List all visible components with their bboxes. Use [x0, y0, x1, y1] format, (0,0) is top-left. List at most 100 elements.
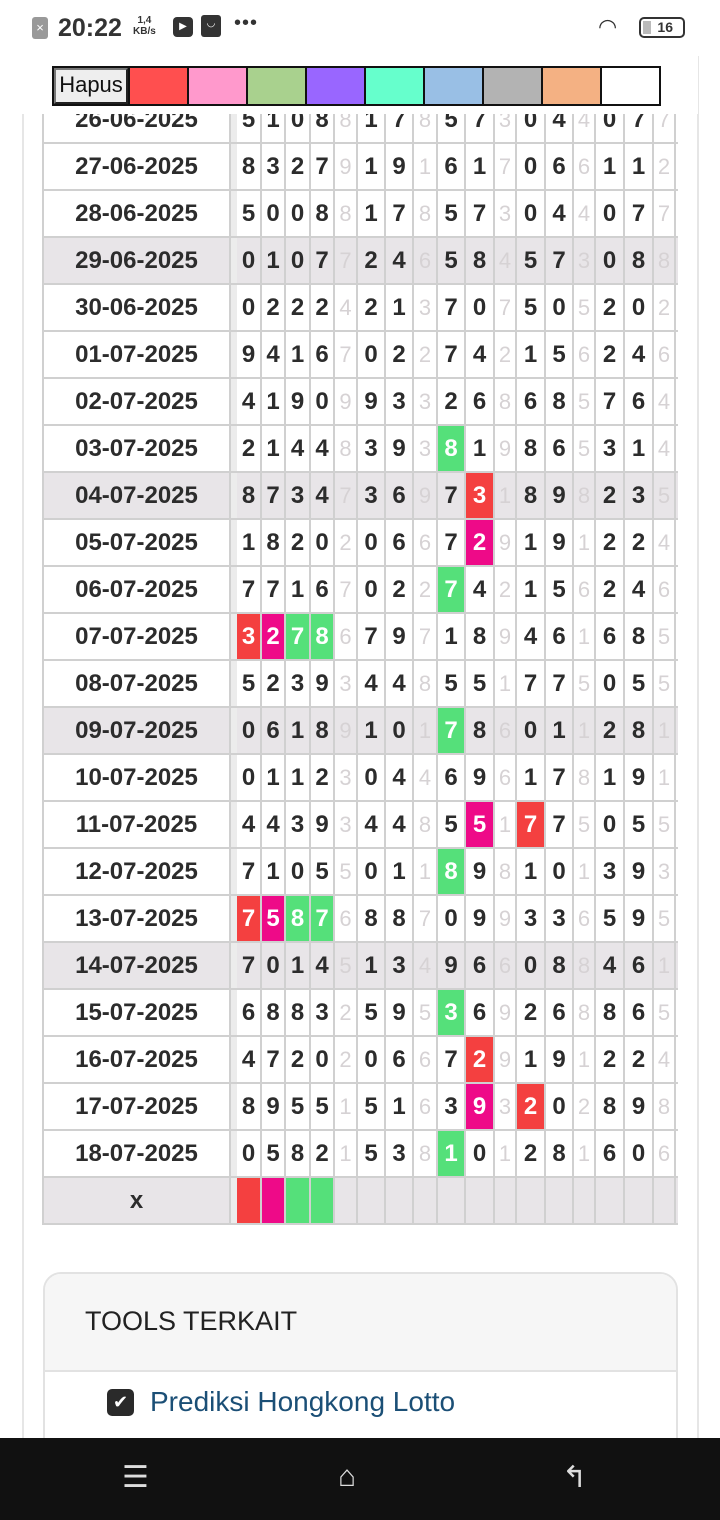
digit-cell[interactable]: 1: [574, 1131, 596, 1176]
digit-cell[interactable]: 5: [466, 661, 495, 706]
digit-cell[interactable]: 1: [414, 144, 438, 189]
color-swatch[interactable]: [543, 68, 600, 104]
digit-cell[interactable]: 8: [654, 1084, 676, 1129]
digit-cell[interactable]: 1: [386, 849, 414, 894]
digit-cell[interactable]: 6: [466, 943, 495, 988]
digit-cell[interactable]: 3: [335, 755, 358, 800]
digit-cell[interactable]: 0: [596, 238, 625, 283]
digit-cell[interactable]: 1: [358, 943, 386, 988]
color-swatch[interactable]: [425, 68, 482, 104]
digit-cell[interactable]: 6: [414, 520, 438, 565]
digit-cell[interactable]: 8: [414, 191, 438, 236]
digit-cell[interactable]: 5: [262, 1131, 286, 1176]
digit-cell[interactable]: 6: [237, 990, 262, 1035]
digit-cell[interactable]: 1: [574, 849, 596, 894]
digit-cell[interactable]: 0: [286, 849, 311, 894]
digit-cell[interactable]: 8: [311, 708, 335, 753]
digit-cell[interactable]: 7: [262, 567, 286, 612]
digit-cell[interactable]: 5: [358, 1131, 386, 1176]
digit-cell[interactable]: 8: [654, 238, 676, 283]
color-swatch[interactable]: [189, 68, 246, 104]
clear-button[interactable]: Hapus: [54, 68, 128, 104]
digit-cell[interactable]: 6: [262, 708, 286, 753]
digit-cell[interactable]: 9: [466, 1084, 495, 1129]
digit-cell[interactable]: 8: [438, 426, 466, 471]
digit-cell[interactable]: 9: [625, 755, 654, 800]
digit-cell[interactable]: 9: [546, 520, 574, 565]
digit-cell[interactable]: 7: [262, 473, 286, 518]
digit-cell[interactable]: 2: [517, 990, 546, 1035]
digit-cell[interactable]: 6: [625, 990, 654, 1035]
back-icon[interactable]: ↰: [562, 1461, 588, 1494]
digit-cell[interactable]: 2: [335, 520, 358, 565]
digit-cell[interactable]: 7: [237, 896, 262, 941]
digit-cell[interactable]: 5: [574, 802, 596, 847]
digit-cell[interactable]: 9: [311, 802, 335, 847]
digit-cell[interactable]: 3: [335, 802, 358, 847]
digit-cell[interactable]: 2: [286, 285, 311, 330]
digit-cell[interactable]: 8: [414, 661, 438, 706]
digit-cell[interactable]: 4: [466, 567, 495, 612]
digit-cell[interactable]: 6: [495, 708, 517, 753]
digit-cell[interactable]: 5: [262, 896, 286, 941]
digit-cell[interactable]: 7: [438, 708, 466, 753]
digit-cell[interactable]: 3: [438, 1084, 466, 1129]
digit-cell[interactable]: 4: [654, 1037, 676, 1082]
digit-cell[interactable]: 0: [358, 567, 386, 612]
digit-cell[interactable]: 1: [335, 1084, 358, 1129]
digit-cell[interactable]: 1: [596, 755, 625, 800]
digit-cell[interactable]: 7: [311, 144, 335, 189]
digit-cell[interactable]: 1: [262, 379, 286, 424]
digit-cell[interactable]: 0: [386, 708, 414, 753]
digit-cell[interactable]: 8: [414, 802, 438, 847]
digit-cell[interactable]: 5: [237, 191, 262, 236]
digit-cell[interactable]: 4: [237, 379, 262, 424]
digit-cell[interactable]: 5: [517, 238, 546, 283]
digit-cell[interactable]: 1: [625, 144, 654, 189]
digit-cell[interactable]: 6: [414, 1037, 438, 1082]
digit-cell[interactable]: [286, 1178, 311, 1223]
digit-cell[interactable]: 8: [517, 426, 546, 471]
digit-cell[interactable]: 5: [358, 990, 386, 1035]
digit-cell[interactable]: 5: [654, 896, 676, 941]
digit-cell[interactable]: 3: [414, 426, 438, 471]
color-swatch[interactable]: [248, 68, 305, 104]
digit-cell[interactable]: 1: [414, 849, 438, 894]
digit-cell[interactable]: 0: [596, 191, 625, 236]
digit-cell[interactable]: [625, 1178, 654, 1223]
tool-link-item[interactable]: ✔ Prediksi Hongkong Lotto: [45, 1372, 676, 1418]
digit-cell[interactable]: 4: [311, 473, 335, 518]
digit-cell[interactable]: 2: [262, 661, 286, 706]
digit-cell[interactable]: 2: [335, 1037, 358, 1082]
digit-cell[interactable]: 7: [495, 144, 517, 189]
digit-cell[interactable]: 0: [596, 661, 625, 706]
digit-cell[interactable]: 4: [386, 802, 414, 847]
digit-cell[interactable]: 2: [358, 238, 386, 283]
digit-cell[interactable]: 7: [438, 567, 466, 612]
digit-cell[interactable]: 1: [262, 238, 286, 283]
color-swatch[interactable]: [484, 68, 541, 104]
digit-cell[interactable]: 9: [495, 896, 517, 941]
digit-cell[interactable]: 4: [311, 426, 335, 471]
digit-cell[interactable]: 7: [358, 614, 386, 659]
digit-cell[interactable]: 0: [546, 285, 574, 330]
digit-cell[interactable]: 8: [574, 755, 596, 800]
digit-cell[interactable]: 5: [311, 849, 335, 894]
digit-cell[interactable]: 2: [654, 285, 676, 330]
digit-cell[interactable]: 9: [546, 1037, 574, 1082]
digit-cell[interactable]: 1: [286, 708, 311, 753]
digit-cell[interactable]: 6: [625, 943, 654, 988]
digit-cell[interactable]: 2: [335, 990, 358, 1035]
digit-cell[interactable]: 9: [335, 379, 358, 424]
digit-cell[interactable]: 0: [625, 1131, 654, 1176]
digit-cell[interactable]: 5: [596, 896, 625, 941]
digit-cell[interactable]: [574, 1178, 596, 1223]
digit-cell[interactable]: 6: [654, 332, 676, 377]
digit-cell[interactable]: 8: [546, 1131, 574, 1176]
digit-cell[interactable]: [517, 1178, 546, 1223]
digit-cell[interactable]: 6: [495, 755, 517, 800]
digit-cell[interactable]: 7: [311, 238, 335, 283]
digit-cell[interactable]: 7: [335, 567, 358, 612]
digit-cell[interactable]: 0: [466, 285, 495, 330]
digit-cell[interactable]: 7: [546, 238, 574, 283]
